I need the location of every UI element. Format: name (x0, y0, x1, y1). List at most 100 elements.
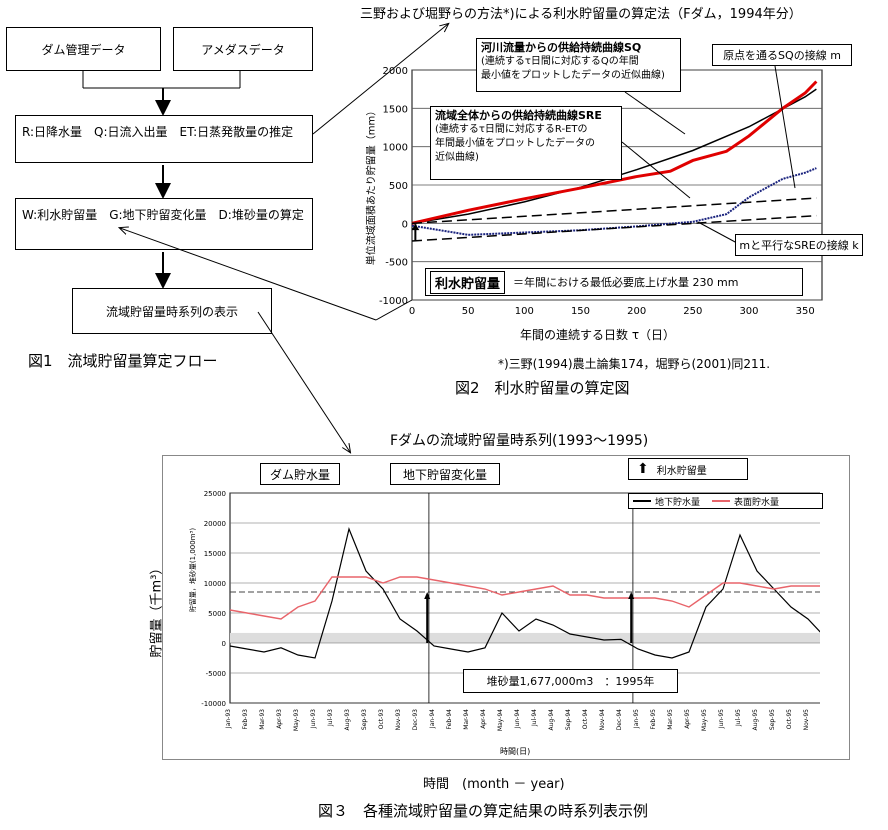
fig2-series-line (411, 197, 817, 225)
label-dam: ダム貯水量 (269, 467, 330, 482)
fig3-xtick-label: Mar-93 (259, 709, 266, 730)
fig2-xtick-label: 50 (462, 306, 475, 317)
fig2-footnote: *)三野(1994)農土論集174，堀野ら(2001)同211. (498, 357, 771, 371)
fig3-inner-xlabel: 時間(日) (500, 747, 531, 756)
fig3-xtick-label: Nov-93 (395, 709, 402, 731)
fig2-ylabel: 単位流域面積あたり貯留量（mm） (366, 105, 378, 266)
fig2-xtick-label: 100 (515, 306, 534, 317)
fig3-xtick-label: Dec-94 (616, 709, 623, 731)
fig2-storage-arrowhead (411, 224, 420, 231)
fig3-ytick-label: -5000 (206, 670, 226, 678)
fig2-ytick-label: -500 (385, 258, 408, 269)
sq-info-line1: (連続するτ日間に対応するQの年間 (481, 56, 639, 67)
fig3-xtick-label: Dec-93 (412, 709, 419, 731)
fig3-xtick-label: Apr-95 (684, 709, 691, 729)
legend-series-box: 地下貯水量 表面貯水量 (628, 493, 823, 509)
fig1-caption: 図1 流域貯留量算定フロー (28, 352, 218, 370)
fig2-sre-callout (621, 141, 691, 199)
sq-info-title: 河川流量からの供給持続曲線SQ (481, 41, 642, 54)
fig2-xlabel: 年間の連続する日数 τ（日） (520, 328, 676, 342)
sq-info-line2: 最小値をプロットしたデータの近似曲線) (481, 70, 665, 81)
fig2-sq-callout (624, 91, 686, 135)
estimate-box: R:日降水量 Q:日流入出量 ET:日蒸発散量の推定 (15, 115, 313, 163)
fig3-xtick-label: Oct-94 (582, 709, 589, 729)
legend-storage-label: 利水貯留量 (656, 465, 707, 477)
fig2-series-line (411, 167, 817, 236)
fig3-storage-arrowhead (424, 592, 431, 599)
sre-info-line1: (連続するτ日間に対応するR-ETの (435, 124, 588, 135)
fig3-xtick-label: Feb-93 (242, 709, 249, 730)
sre-info-line3: 近似曲線) (435, 152, 479, 163)
fig3-xtick-label: Jun-93 (310, 709, 317, 729)
fig3-storage-arrowhead (628, 592, 635, 599)
fig3-outer-ylabel: 貯留量（千m³） (149, 561, 165, 658)
fig2-ytick-label: 500 (389, 181, 408, 192)
fig3-xtick-label: Jan-93 (225, 709, 232, 729)
fig2-ytick-label: 0 (402, 219, 408, 230)
fig3-xtick-label: Jul-94 (531, 709, 538, 727)
fig3-xtick-label: Apr-94 (480, 709, 487, 729)
fig2-series-line (411, 214, 817, 242)
storage-label: 利水貯留量 (430, 270, 506, 294)
fig3-xtick-label: Nov-94 (599, 709, 606, 731)
amedas-data-box: アメダスデータ (173, 27, 313, 71)
fig2-xtick-label: 250 (683, 306, 702, 317)
display-label: 流域貯留量時系列の表示 (105, 304, 238, 319)
fig2-xtick-label: 300 (739, 306, 758, 317)
fig2-ytick-label: 1500 (383, 104, 408, 115)
fig2-k-callout (697, 221, 738, 244)
legend-ground-swatch (633, 500, 651, 502)
sre-info-box: 流域全体からの供給持続曲線SRE (連続するτ日間に対応するR-ETの 年間最小… (430, 106, 622, 180)
legend-storage-icon: ⬆ (637, 461, 649, 477)
dam-data-box: ダム管理データ (6, 27, 161, 71)
display-box: 流域貯留量時系列の表示 (72, 288, 272, 334)
fig3-ytick-label: 0 (222, 640, 226, 648)
label-ground: 地下貯留変化量 (402, 467, 487, 482)
tangent-k-label: mと平行なSREの接線 k (739, 239, 859, 252)
fig3-caption: 図３ 各種流域貯留量の算定結果の時系列表示例 (318, 802, 649, 820)
tangent-m-box: 原点を通るSQの接線 m (712, 44, 852, 66)
fig3-xtick-label: Nov-95 (803, 709, 810, 731)
fig2-xtick-label: 150 (571, 306, 590, 317)
fig3-plot-area: -10000 -5000 0 5000 10000 15000 20000 25000 Jan-… (201, 490, 820, 731)
label-ground-box: 地下貯留変化量 (390, 463, 500, 485)
fig3-ytick-label: 15000 (204, 550, 226, 558)
fig3-xtick-label: Apr-93 (276, 709, 283, 729)
fig3-xtick-label: Sep-93 (361, 709, 368, 730)
calc-box: W:利水貯留量 G:地下貯留変化量 D:堆砂量の算定 (15, 198, 313, 250)
fig3-ytick-label: 10000 (204, 580, 226, 588)
sre-info-line2: 年間最小値をプロットしたデータの (435, 138, 595, 149)
fig3-title: Fダムの流域貯留量時系列(1993～1995) (390, 433, 649, 449)
fig2-xtick-label: 200 (627, 306, 646, 317)
fig3-xtick-label: Sep-94 (565, 709, 572, 730)
dam-data-label: ダム管理データ (41, 42, 126, 57)
fig2-m-callout (774, 65, 796, 189)
fig3-xtick-label: Aug-95 (752, 709, 759, 731)
fig2-ytick-label: 2000 (383, 66, 408, 77)
legend-ground-label: 地下貯水量 (655, 497, 701, 508)
fig3-xtick-label: Jan-95 (633, 709, 640, 729)
fig3-xtick-label: Feb-95 (650, 709, 657, 730)
fig2-chart: -1000 -500 0 500 1000 1500 2000 0 50 100 150 200 250… (379, 65, 823, 317)
fig3-inner-ylabel: 貯留量，堆砂量(1,000m³) (189, 527, 197, 613)
fig3-outer-xlabel: 時間 (month － year) (423, 777, 565, 792)
fig3-ytick-label: -10000 (201, 700, 226, 708)
fig3-xtick-label: Aug-93 (344, 709, 351, 731)
fig3-series-line (229, 527, 820, 659)
legend-storage-box: ⬆ 利水貯留量 (628, 458, 748, 480)
fig3-xtick-label: Oct-93 (378, 709, 385, 729)
fig3-xtick-label: Jul-95 (735, 709, 742, 727)
fig3-xtick-label: Sep-95 (769, 709, 776, 730)
fig2-ytick-label: 1000 (383, 143, 408, 154)
sq-info-box: 河川流量からの供給持続曲線SQ (連続するτ日間に対応するQの年間 最小値をプロ… (476, 38, 681, 92)
fig3-xtick-label: May-95 (701, 709, 708, 731)
sediment-box: 堆砂量1,677,000m3 ：1995年 (463, 669, 678, 693)
fig3-xtick-label: Jul-93 (327, 709, 334, 727)
storage-box: 利水貯留量 ＝年間における最低必要底上げ水量 230 mm (425, 268, 803, 296)
tangent-k-box: mと平行なSREの接線 k (735, 234, 863, 256)
storage-desc: ＝年間における最低必要底上げ水量 230 mm (513, 276, 739, 289)
fig3-xtick-label: Aug-94 (548, 709, 555, 731)
sediment-label: 堆砂量1,677,000m3 ：1995年 (486, 675, 655, 688)
fig3-xtick-label: Jan-94 (429, 709, 436, 729)
fig3-xtick-label: Jun-94 (514, 709, 521, 729)
